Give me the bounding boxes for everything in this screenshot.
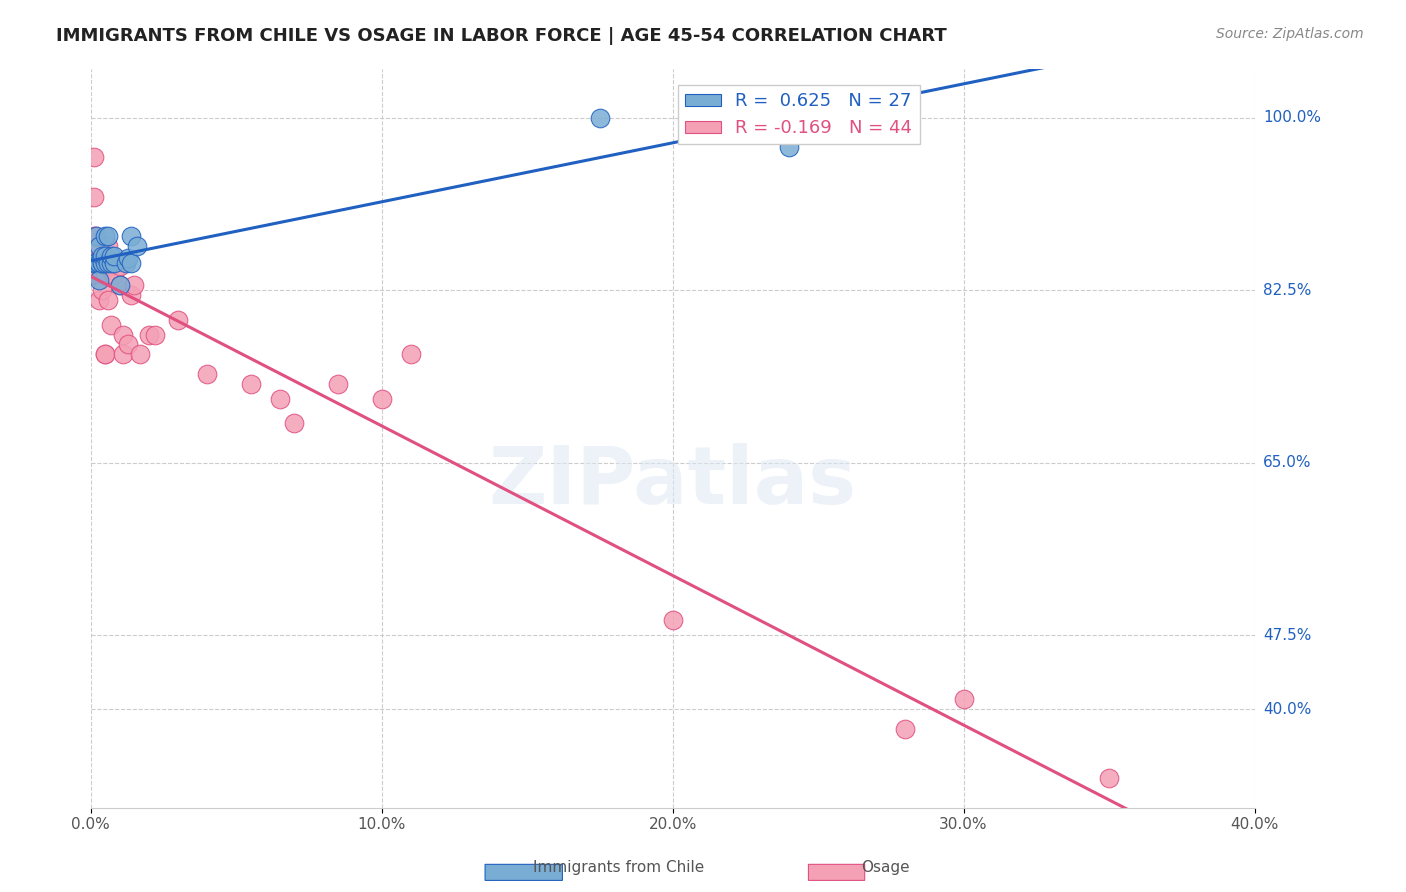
Point [114, 255, 136, 269]
Text: Immigrants from Chile: Immigrants from Chile [533, 861, 704, 875]
Text: 47.5%: 47.5% [1263, 628, 1312, 643]
Point [108, 278, 131, 293]
Point [326, 376, 349, 391]
Point [83, 150, 105, 164]
Point [108, 278, 131, 293]
Point [86, 229, 108, 244]
Legend: R =  0.625   N = 27, R = -0.169   N = 44: R = 0.625 N = 27, R = -0.169 N = 44 [678, 85, 920, 145]
Point [86, 255, 108, 269]
Point [94, 347, 117, 361]
Point [129, 347, 152, 361]
Point [127, 239, 149, 253]
Point [94, 268, 117, 283]
Point [97, 229, 120, 244]
Point [138, 327, 160, 342]
Point [97, 259, 120, 273]
Point [120, 255, 142, 269]
Point [83, 268, 105, 283]
Point [1098, 771, 1121, 785]
Point [86, 268, 108, 283]
Point [91, 249, 114, 263]
Text: Source: ZipAtlas.com: Source: ZipAtlas.com [1216, 27, 1364, 41]
Text: 82.5%: 82.5% [1263, 283, 1312, 298]
Point [100, 249, 122, 263]
Point [91, 255, 114, 269]
Point [370, 392, 392, 406]
Text: Osage: Osage [862, 861, 910, 875]
Point [589, 111, 612, 125]
Point [91, 255, 114, 269]
Point [94, 255, 117, 269]
Point [86, 253, 108, 268]
Point [89, 239, 111, 253]
Point [111, 347, 134, 361]
Point [239, 376, 262, 391]
Point [661, 614, 683, 628]
Point [283, 417, 305, 431]
Point [117, 251, 139, 265]
Point [89, 255, 111, 269]
Point [83, 189, 105, 203]
Point [399, 347, 422, 361]
Point [111, 327, 134, 342]
Point [894, 722, 917, 736]
Point [94, 229, 117, 244]
Point [103, 255, 125, 269]
Point [91, 268, 114, 283]
Point [167, 313, 190, 327]
Text: 100.0%: 100.0% [1263, 111, 1322, 125]
Point [120, 288, 142, 302]
Point [952, 692, 974, 706]
Point [86, 229, 108, 244]
Point [103, 268, 125, 283]
Point [120, 229, 142, 244]
Point [100, 255, 122, 269]
Text: 65.0%: 65.0% [1263, 455, 1312, 470]
Text: 40.0%: 40.0% [1263, 702, 1312, 716]
Point [89, 293, 111, 307]
Point [122, 278, 145, 293]
Point [89, 273, 111, 287]
Point [108, 259, 131, 273]
Point [89, 253, 111, 268]
Point [97, 255, 120, 269]
Point [89, 255, 111, 269]
Point [89, 239, 111, 253]
Point [117, 337, 139, 351]
Point [86, 268, 108, 283]
Point [100, 318, 122, 332]
Point [143, 327, 166, 342]
Point [89, 268, 111, 283]
Point [91, 283, 114, 297]
Text: IMMIGRANTS FROM CHILE VS OSAGE IN LABOR FORCE | AGE 45-54 CORRELATION CHART: IMMIGRANTS FROM CHILE VS OSAGE IN LABOR … [56, 27, 948, 45]
Point [103, 249, 125, 263]
Point [94, 347, 117, 361]
Point [778, 140, 800, 154]
Point [97, 293, 120, 307]
Text: ZIPatlas: ZIPatlas [488, 443, 856, 522]
Point [83, 255, 105, 269]
Point [94, 249, 117, 263]
Point [83, 229, 105, 244]
Point [269, 392, 291, 406]
Point [97, 239, 120, 253]
Point [195, 367, 218, 381]
